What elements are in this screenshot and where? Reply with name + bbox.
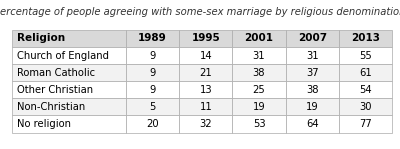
Text: 55: 55 [359,51,372,60]
Text: 77: 77 [359,119,372,129]
Text: 14: 14 [200,51,212,60]
Text: 2001: 2001 [244,33,274,43]
Text: Non-Christian: Non-Christian [17,102,85,112]
Text: 20: 20 [146,119,159,129]
Text: 2007: 2007 [298,33,327,43]
Text: 53: 53 [253,119,265,129]
Text: Religion: Religion [17,33,65,43]
Text: 32: 32 [200,119,212,129]
Text: 9: 9 [150,51,156,60]
Text: 21: 21 [200,68,212,78]
Text: 19: 19 [253,102,265,112]
Text: 54: 54 [359,85,372,95]
Text: Church of England: Church of England [17,51,109,60]
Text: Other Christian: Other Christian [17,85,93,95]
Text: 13: 13 [200,85,212,95]
Text: 2013: 2013 [351,33,380,43]
Text: 1989: 1989 [138,33,167,43]
Text: 5: 5 [150,102,156,112]
Text: 61: 61 [359,68,372,78]
Text: 38: 38 [253,68,265,78]
Text: 9: 9 [150,85,156,95]
Text: 37: 37 [306,68,318,78]
Text: 38: 38 [306,85,318,95]
Text: 64: 64 [306,119,318,129]
Text: No religion: No religion [17,119,71,129]
Text: 19: 19 [306,102,318,112]
Text: Roman Catholic: Roman Catholic [17,68,95,78]
Text: 30: 30 [359,102,372,112]
Text: 11: 11 [200,102,212,112]
Text: Percentage of people agreeing with some-sex marriage by religious denomination: Percentage of people agreeing with some-… [0,7,400,17]
Text: 25: 25 [253,85,265,95]
Text: 31: 31 [253,51,265,60]
Text: 9: 9 [150,68,156,78]
Text: 1995: 1995 [192,33,220,43]
Text: 31: 31 [306,51,318,60]
